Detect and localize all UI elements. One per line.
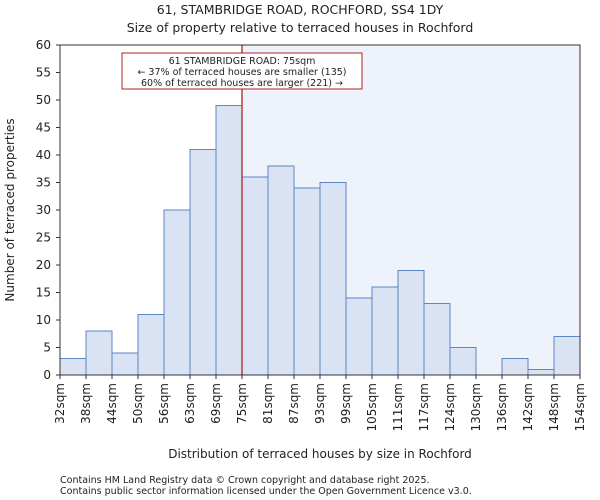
bar — [501, 358, 529, 376]
y-tick-label: 45 — [36, 121, 51, 135]
bar — [85, 330, 113, 376]
y-tick-label: 50 — [36, 93, 51, 107]
chart-subtitle: Size of property relative to terraced ho… — [127, 20, 474, 35]
x-tick-label: 69sqm — [209, 383, 223, 424]
bar — [59, 358, 87, 376]
plot-frame — [59, 44, 581, 376]
annotation-line-1: 61 STAMBRIDGE ROAD: 75sqm — [169, 56, 316, 67]
x-tick-label: 50sqm — [131, 383, 145, 424]
x-tick-label: 56sqm — [157, 383, 171, 424]
x-tick-label: 87sqm — [287, 383, 301, 424]
x-tick-label: 142sqm — [521, 383, 535, 431]
y-tick-label: 10 — [36, 313, 51, 327]
y-axis-label: Number of terraced properties — [3, 118, 17, 301]
y-tick-label: 0 — [43, 368, 51, 382]
bar — [423, 303, 451, 376]
bar — [293, 187, 321, 376]
y-tick-label: 35 — [36, 176, 51, 190]
x-tick-label: 63sqm — [183, 383, 197, 424]
y-tick-label: 25 — [36, 231, 51, 245]
bar — [397, 270, 425, 376]
y-tick-label: 20 — [36, 258, 51, 272]
annotation-frame — [121, 52, 363, 90]
x-tick-label: 75sqm — [235, 383, 249, 424]
x-tick-label: 124sqm — [443, 383, 457, 431]
annotation-line-3: 60% of terraced houses are larger (221) … — [141, 78, 343, 89]
x-tick-label: 44sqm — [105, 383, 119, 424]
bar — [163, 209, 191, 376]
x-tick-label: 154sqm — [573, 383, 587, 431]
x-tick-label: 105sqm — [365, 383, 379, 431]
y-tick-label: 55 — [36, 66, 51, 80]
x-tick-label: 130sqm — [469, 383, 483, 431]
x-tick-label: 148sqm — [547, 383, 561, 431]
bar — [345, 297, 373, 376]
chart-title: 61, STAMBRIDGE ROAD, ROCHFORD, SS4 1DY — [157, 2, 444, 17]
y-tick-label: 60 — [36, 38, 51, 52]
bar — [189, 149, 217, 376]
x-tick-label: 117sqm — [417, 383, 431, 431]
bar — [553, 336, 581, 376]
bar — [319, 182, 347, 376]
y-tick-label: 30 — [36, 203, 51, 217]
y-tick-label: 5 — [43, 341, 51, 355]
x-tick-label: 136sqm — [495, 383, 509, 431]
bar — [371, 286, 399, 376]
bar — [137, 314, 165, 376]
y-tick-label: 40 — [36, 148, 51, 162]
bar — [449, 347, 477, 376]
bar — [527, 369, 555, 376]
x-tick-label: 99sqm — [339, 383, 353, 424]
x-tick-label: 81sqm — [261, 383, 275, 424]
y-tick-label: 15 — [36, 286, 51, 300]
annotation-line-2: ← 37% of terraced houses are smaller (13… — [137, 67, 346, 78]
x-tick-label: 111sqm — [391, 383, 405, 431]
x-tick-label: 93sqm — [313, 383, 327, 424]
bar — [111, 352, 139, 376]
footer-line-1: Contains HM Land Registry data © Crown c… — [60, 475, 430, 486]
x-axis-label: Distribution of terraced houses by size … — [168, 447, 472, 461]
bar — [241, 176, 269, 376]
x-tick-label: 32sqm — [53, 383, 67, 424]
footer-line-2: Contains public sector information licen… — [60, 486, 472, 497]
bar — [215, 105, 243, 376]
annotation-box: 61 STAMBRIDGE ROAD: 75sqm ← 37% of terra… — [121, 52, 363, 90]
bar — [267, 165, 295, 376]
x-tick-label: 38sqm — [79, 383, 93, 424]
